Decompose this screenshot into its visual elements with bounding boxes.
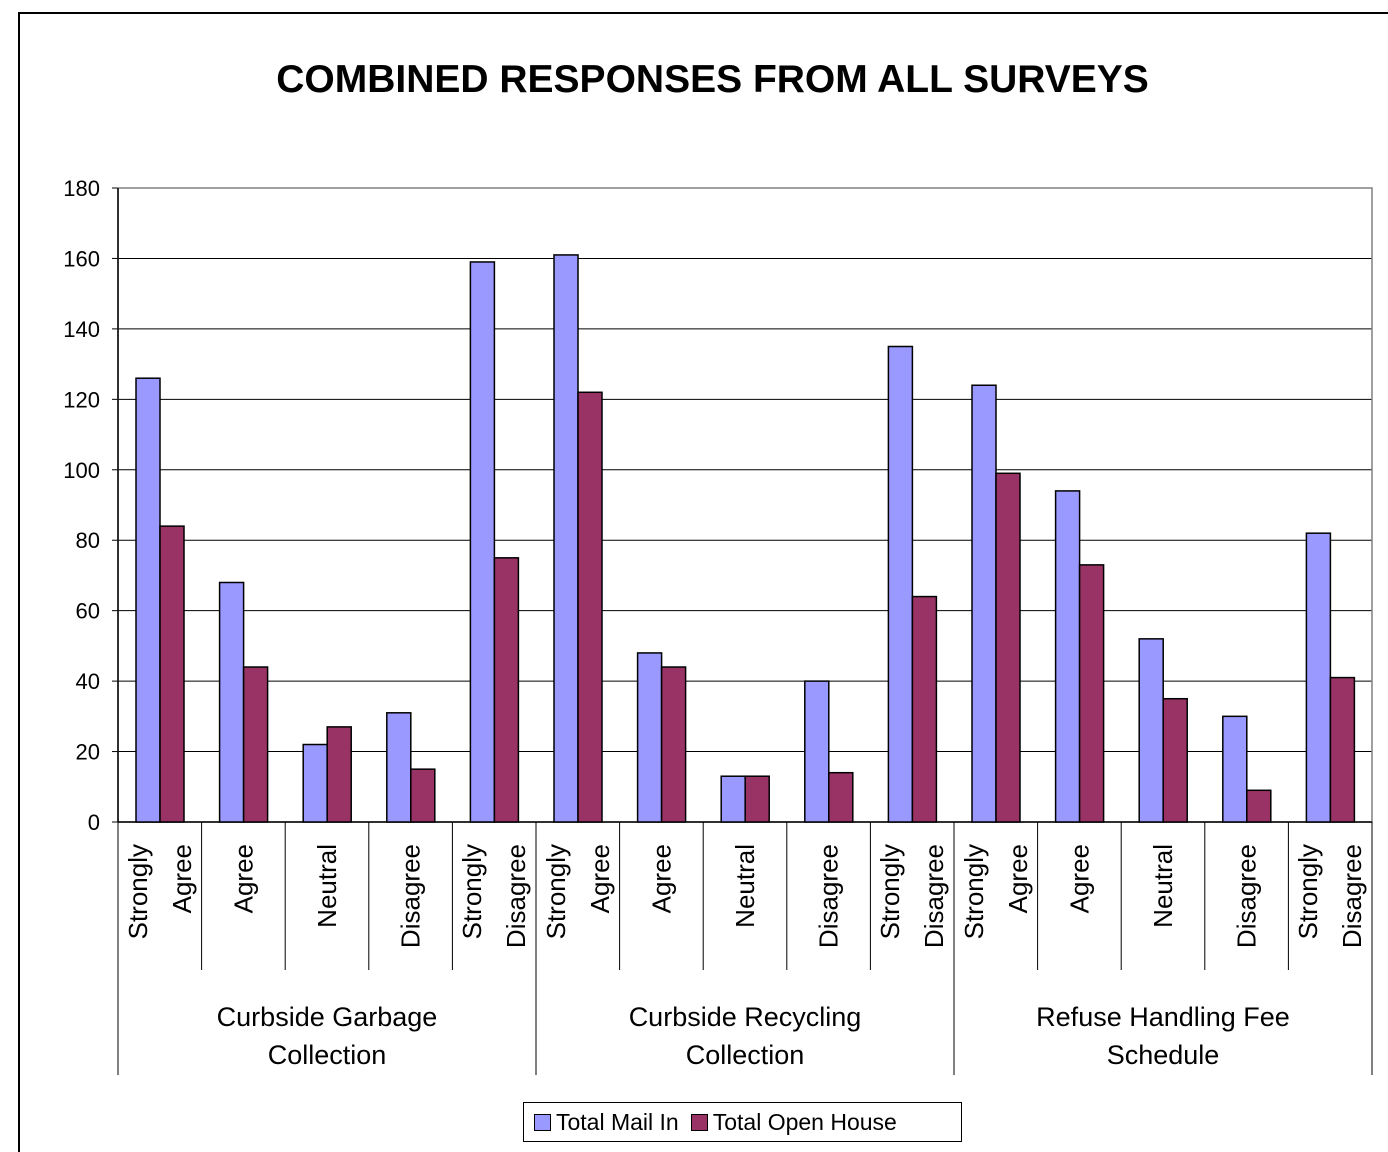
category-label: Neutral <box>1148 844 1178 928</box>
bar-mail-in <box>971 384 997 823</box>
legend-item-open-house: Total Open House <box>690 1108 897 1136</box>
bar-mail-in <box>469 261 496 823</box>
y-tick-label: 140 <box>63 317 100 342</box>
group-label: Collection <box>686 1040 805 1070</box>
y-tick-label: 180 <box>63 176 100 201</box>
bar-mail-in <box>218 581 245 823</box>
bar-open-house <box>159 525 185 823</box>
bar-mail-in <box>804 680 830 823</box>
y-tick-label: 80 <box>76 528 100 553</box>
category-label: Disagree <box>814 844 844 948</box>
bar-open-house <box>1246 789 1272 823</box>
category-label: Agree <box>1064 844 1094 913</box>
category-label: Neutral <box>730 844 760 928</box>
group-label: Curbside Recycling <box>629 1002 862 1032</box>
category-label: Disagree <box>396 844 426 948</box>
bar-open-house <box>1329 676 1356 823</box>
bar-mail-in <box>1222 715 1248 823</box>
y-tick-label: 20 <box>76 740 100 765</box>
bar-mail-in <box>636 652 663 823</box>
bar-open-house <box>1078 564 1105 823</box>
category-label: Strongly <box>875 844 905 939</box>
category-label: Neutral <box>312 844 342 928</box>
category-label: Strongly <box>457 844 487 939</box>
bar-mail-in <box>1054 490 1081 823</box>
bar-open-house <box>828 771 854 823</box>
group-label: Schedule <box>1107 1040 1220 1070</box>
category-label: Agree <box>585 844 615 913</box>
bar-mail-in <box>887 345 914 823</box>
bar-mail-in <box>135 377 161 823</box>
bar-open-house <box>1162 697 1188 823</box>
category-label: Agree <box>646 844 676 913</box>
group-label: Curbside Garbage <box>217 1002 438 1032</box>
bar-open-house <box>660 666 687 823</box>
legend-swatch-mail-in <box>534 1113 551 1131</box>
y-tick-label: 120 <box>63 387 100 412</box>
legend-label-open-house: Total Open House <box>712 1108 897 1135</box>
category-label: Agree <box>228 844 258 913</box>
bar-mail-in <box>386 712 412 823</box>
bar-open-house <box>410 768 436 823</box>
bar-open-house <box>911 595 938 823</box>
y-tick-label: 40 <box>76 669 100 694</box>
y-tick-label: 0 <box>88 810 100 835</box>
category-label: Disagree <box>919 844 949 948</box>
bar-open-house <box>242 666 269 823</box>
category-label: Strongly <box>959 844 989 939</box>
bar-mail-in <box>302 743 328 823</box>
bar-mail-in <box>1138 638 1164 823</box>
bar-open-house <box>995 472 1021 823</box>
category-label: Disagree <box>1337 844 1367 948</box>
legend-item-mail-in: Total Mail In <box>534 1109 679 1136</box>
category-label: Strongly <box>123 844 153 939</box>
category-label: Agree <box>167 844 197 913</box>
chart-title: COMBINED RESPONSES FROM ALL SURVEYS <box>276 58 1149 101</box>
bar-mail-in <box>1305 532 1332 823</box>
legend-label-mail-in: Total Mail In <box>556 1108 679 1135</box>
legend: Total Mail In Total Open House <box>523 1102 962 1142</box>
category-label: Disagree <box>1232 844 1262 948</box>
category-label: Strongly <box>541 844 571 939</box>
bar-open-house <box>577 391 603 823</box>
bar-open-house <box>493 557 520 823</box>
bar-open-house <box>326 726 352 823</box>
category-label: Strongly <box>1293 844 1323 939</box>
group-label: Refuse Handling Fee <box>1036 1002 1290 1032</box>
y-tick-label: 160 <box>63 246 100 271</box>
bar-mail-in <box>553 254 579 823</box>
category-label: Agree <box>1003 844 1033 913</box>
bar-open-house <box>744 775 770 823</box>
legend-swatch-open-house <box>690 1113 708 1131</box>
category-label: Disagree <box>501 844 531 948</box>
bar-mail-in <box>720 775 746 823</box>
y-tick-label: 100 <box>63 458 100 483</box>
group-label: Collection <box>268 1040 387 1070</box>
y-tick-label: 60 <box>76 599 100 624</box>
